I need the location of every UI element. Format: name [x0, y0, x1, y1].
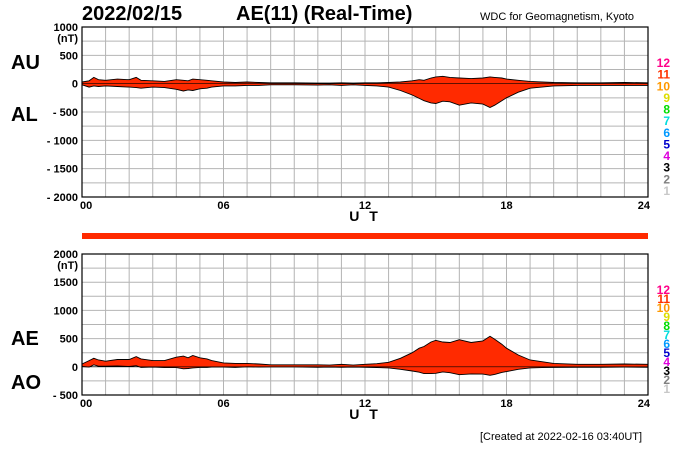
y-unit-label: (nT) [57, 33, 78, 45]
station-count-label: 11 [657, 68, 670, 82]
x-tick-label: 24 [638, 398, 651, 410]
station-count-label: 10 [657, 301, 671, 315]
station-count-label: 2 [663, 172, 670, 186]
station-count-label: 6 [663, 337, 670, 351]
y-unit-label: (nT) [57, 260, 78, 272]
plot-title: AE(11) (Real-Time) [236, 3, 413, 25]
x-tick-label: 00 [80, 200, 92, 212]
station-count-label: 5 [663, 346, 670, 360]
station-count-label: 7 [663, 328, 670, 342]
y-tick-label: - 2000 [47, 192, 78, 204]
station-count-label: 8 [663, 319, 670, 333]
series-line-al [81, 84, 648, 108]
x-tick-label: 06 [217, 200, 229, 212]
station-count-label: 4 [663, 355, 670, 369]
side-label-ao: AO [11, 372, 41, 394]
y-tick-label: 500 [60, 334, 78, 346]
x-tick-label: 24 [638, 200, 651, 212]
station-count-label: 11 [657, 292, 670, 306]
x-tick-label: 18 [500, 398, 512, 410]
series-line-au [81, 75, 649, 84]
series-line-ae [81, 335, 649, 366]
plot-frame [81, 26, 649, 198]
side-label-al: AL [11, 104, 38, 126]
station-count-label: 6 [663, 126, 670, 140]
x-tick-label: 12 [359, 200, 371, 212]
station-count-label: 12 [657, 56, 671, 70]
y-tick-label: - 1500 [47, 164, 78, 176]
plot-date: 2022/02/15 [82, 3, 183, 25]
station-count-label: 2 [663, 373, 670, 387]
y-tick-label: - 1000 [47, 135, 78, 147]
y-tick-label: 1000 [54, 22, 78, 34]
station-count-label: 12 [657, 283, 671, 297]
station-count-label: 1 [663, 382, 670, 396]
station-count-label: 8 [663, 103, 670, 117]
x-tick-label: 12 [359, 398, 371, 410]
organization-label: WDC for Geomagnetism, Kyoto [480, 11, 635, 23]
y-tick-label: 0 [72, 362, 78, 374]
y-tick-label: 0 [72, 79, 78, 91]
plot-frame [81, 253, 649, 396]
series-line-ao [81, 364, 649, 376]
x-axis-label: U T [349, 406, 381, 422]
station-count-bar [82, 233, 648, 239]
side-label-ae: AE [11, 328, 39, 350]
station-count-label: 7 [663, 114, 670, 128]
index-envelope-fill [82, 336, 648, 376]
y-tick-label: 2000 [54, 249, 78, 261]
x-axis-label: U T [349, 208, 381, 224]
station-count-label: 1 [663, 184, 670, 198]
y-tick-label: 500 [60, 50, 78, 62]
index-envelope-fill [82, 76, 648, 108]
station-count-label: 4 [663, 149, 670, 163]
station-count-label: 5 [663, 137, 670, 151]
station-count-label: 10 [657, 79, 671, 93]
station-count-label: 9 [663, 91, 670, 105]
x-tick-label: 06 [217, 398, 229, 410]
created-timestamp: [Created at 2022-02-16 03:40UT] [480, 431, 643, 443]
y-tick-label: - 500 [53, 107, 78, 119]
station-count-label: 3 [663, 364, 670, 378]
y-tick-label: 1500 [54, 277, 78, 289]
station-count-label: 3 [663, 161, 670, 175]
x-tick-label: 00 [80, 398, 92, 410]
y-tick-label: 1000 [54, 305, 78, 317]
y-tick-label: - 500 [53, 390, 78, 402]
x-tick-label: 18 [500, 200, 512, 212]
station-count-label: 9 [663, 310, 670, 324]
side-label-au: AU [11, 52, 40, 74]
